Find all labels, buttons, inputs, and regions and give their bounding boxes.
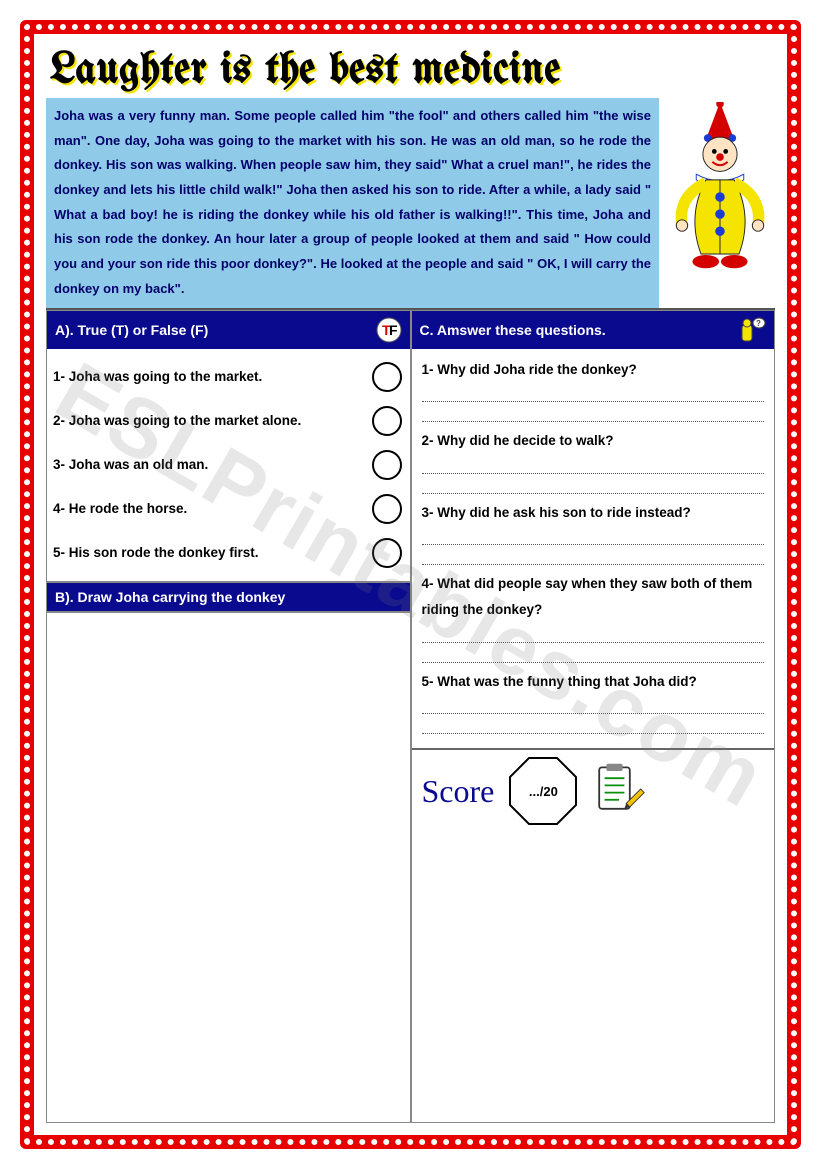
tf-row: 1- Joha was going to the market. [51, 355, 406, 399]
score-value: .../20 [529, 784, 558, 799]
tf-answer-circle[interactable] [372, 406, 402, 436]
question: 5- What was the funny thing that Joha di… [422, 669, 765, 695]
section-c: C. Amswer these questions. ? 1- Why did … [411, 310, 776, 1124]
question: 4- What did people say when they saw bot… [422, 571, 765, 622]
answer-line[interactable] [422, 720, 765, 734]
answer-line[interactable] [422, 531, 765, 545]
tf-label: 3- Joha was an old man. [53, 457, 372, 472]
answer-line[interactable] [422, 388, 765, 402]
answer-line[interactable] [422, 629, 765, 643]
question: 1- Why did Joha ride the donkey? [422, 357, 765, 383]
worksheet: Laughter is the best medicine Joha was a… [46, 46, 775, 1123]
section-a-items: 1- Joha was going to the market. 2- Joha… [47, 349, 410, 581]
clipboard-icon [592, 762, 646, 821]
section-b-header-cell: B). Draw Joha carrying the donkey [46, 582, 411, 612]
tf-label: 1- Joha was going to the market. [53, 369, 372, 384]
tf-label: 2- Joha was going to the market alone. [53, 413, 372, 428]
tf-answer-circle[interactable] [372, 362, 402, 392]
tf-answer-circle[interactable] [372, 450, 402, 480]
questions-grid: A). True (T) or False (F) T F 1- Joha wa… [46, 308, 775, 1124]
clown-illustration [665, 98, 775, 297]
tf-row: 4- He rode the horse. [51, 487, 406, 531]
answer-line[interactable] [422, 551, 765, 565]
score-label: Score [422, 773, 495, 810]
tf-row: 3- Joha was an old man. [51, 443, 406, 487]
section-b-title: B). Draw Joha carrying the donkey [55, 589, 285, 605]
true-false-icon: T F [376, 317, 402, 343]
question: 3- Why did he ask his son to ride instea… [422, 500, 765, 526]
tf-label: 4- He rode the horse. [53, 501, 372, 516]
answer-line[interactable] [422, 408, 765, 422]
answer-line[interactable] [422, 700, 765, 714]
answer-line[interactable] [422, 460, 765, 474]
answer-line[interactable] [422, 480, 765, 494]
score-octagon[interactable]: .../20 [508, 756, 578, 826]
tf-row: 2- Joha was going to the market alone. [51, 399, 406, 443]
score-box: Score .../20 [412, 750, 775, 832]
section-b-draw-area[interactable] [46, 612, 411, 1124]
question-icon: ? [740, 317, 766, 343]
question: 2- Why did he decide to walk? [422, 428, 765, 454]
section-c-header: C. Amswer these questions. ? [412, 311, 775, 349]
svg-text:F: F [389, 322, 398, 338]
svg-text:?: ? [756, 319, 761, 328]
section-c-title: C. Amswer these questions. [420, 322, 606, 338]
answer-line[interactable] [422, 649, 765, 663]
section-a-header: A). True (T) or False (F) T F [47, 311, 410, 349]
story-row: Joha was a very funny man. Some people c… [46, 98, 775, 308]
tf-answer-circle[interactable] [372, 538, 402, 568]
tf-label: 5- His son rode the donkey first. [53, 545, 372, 560]
tf-row: 5- His son rode the donkey first. [51, 531, 406, 575]
section-c-body: 1- Why did Joha ride the donkey? 2- Why … [412, 349, 775, 749]
section-a-title: A). True (T) or False (F) [55, 322, 208, 338]
tf-answer-circle[interactable] [372, 494, 402, 524]
page-title: Laughter is the best medicine [46, 46, 775, 98]
section-a: A). True (T) or False (F) T F 1- Joha wa… [46, 310, 411, 582]
section-b-header: B). Draw Joha carrying the donkey [47, 583, 410, 611]
story-paragraph: Joha was a very funny man. Some people c… [46, 98, 659, 308]
